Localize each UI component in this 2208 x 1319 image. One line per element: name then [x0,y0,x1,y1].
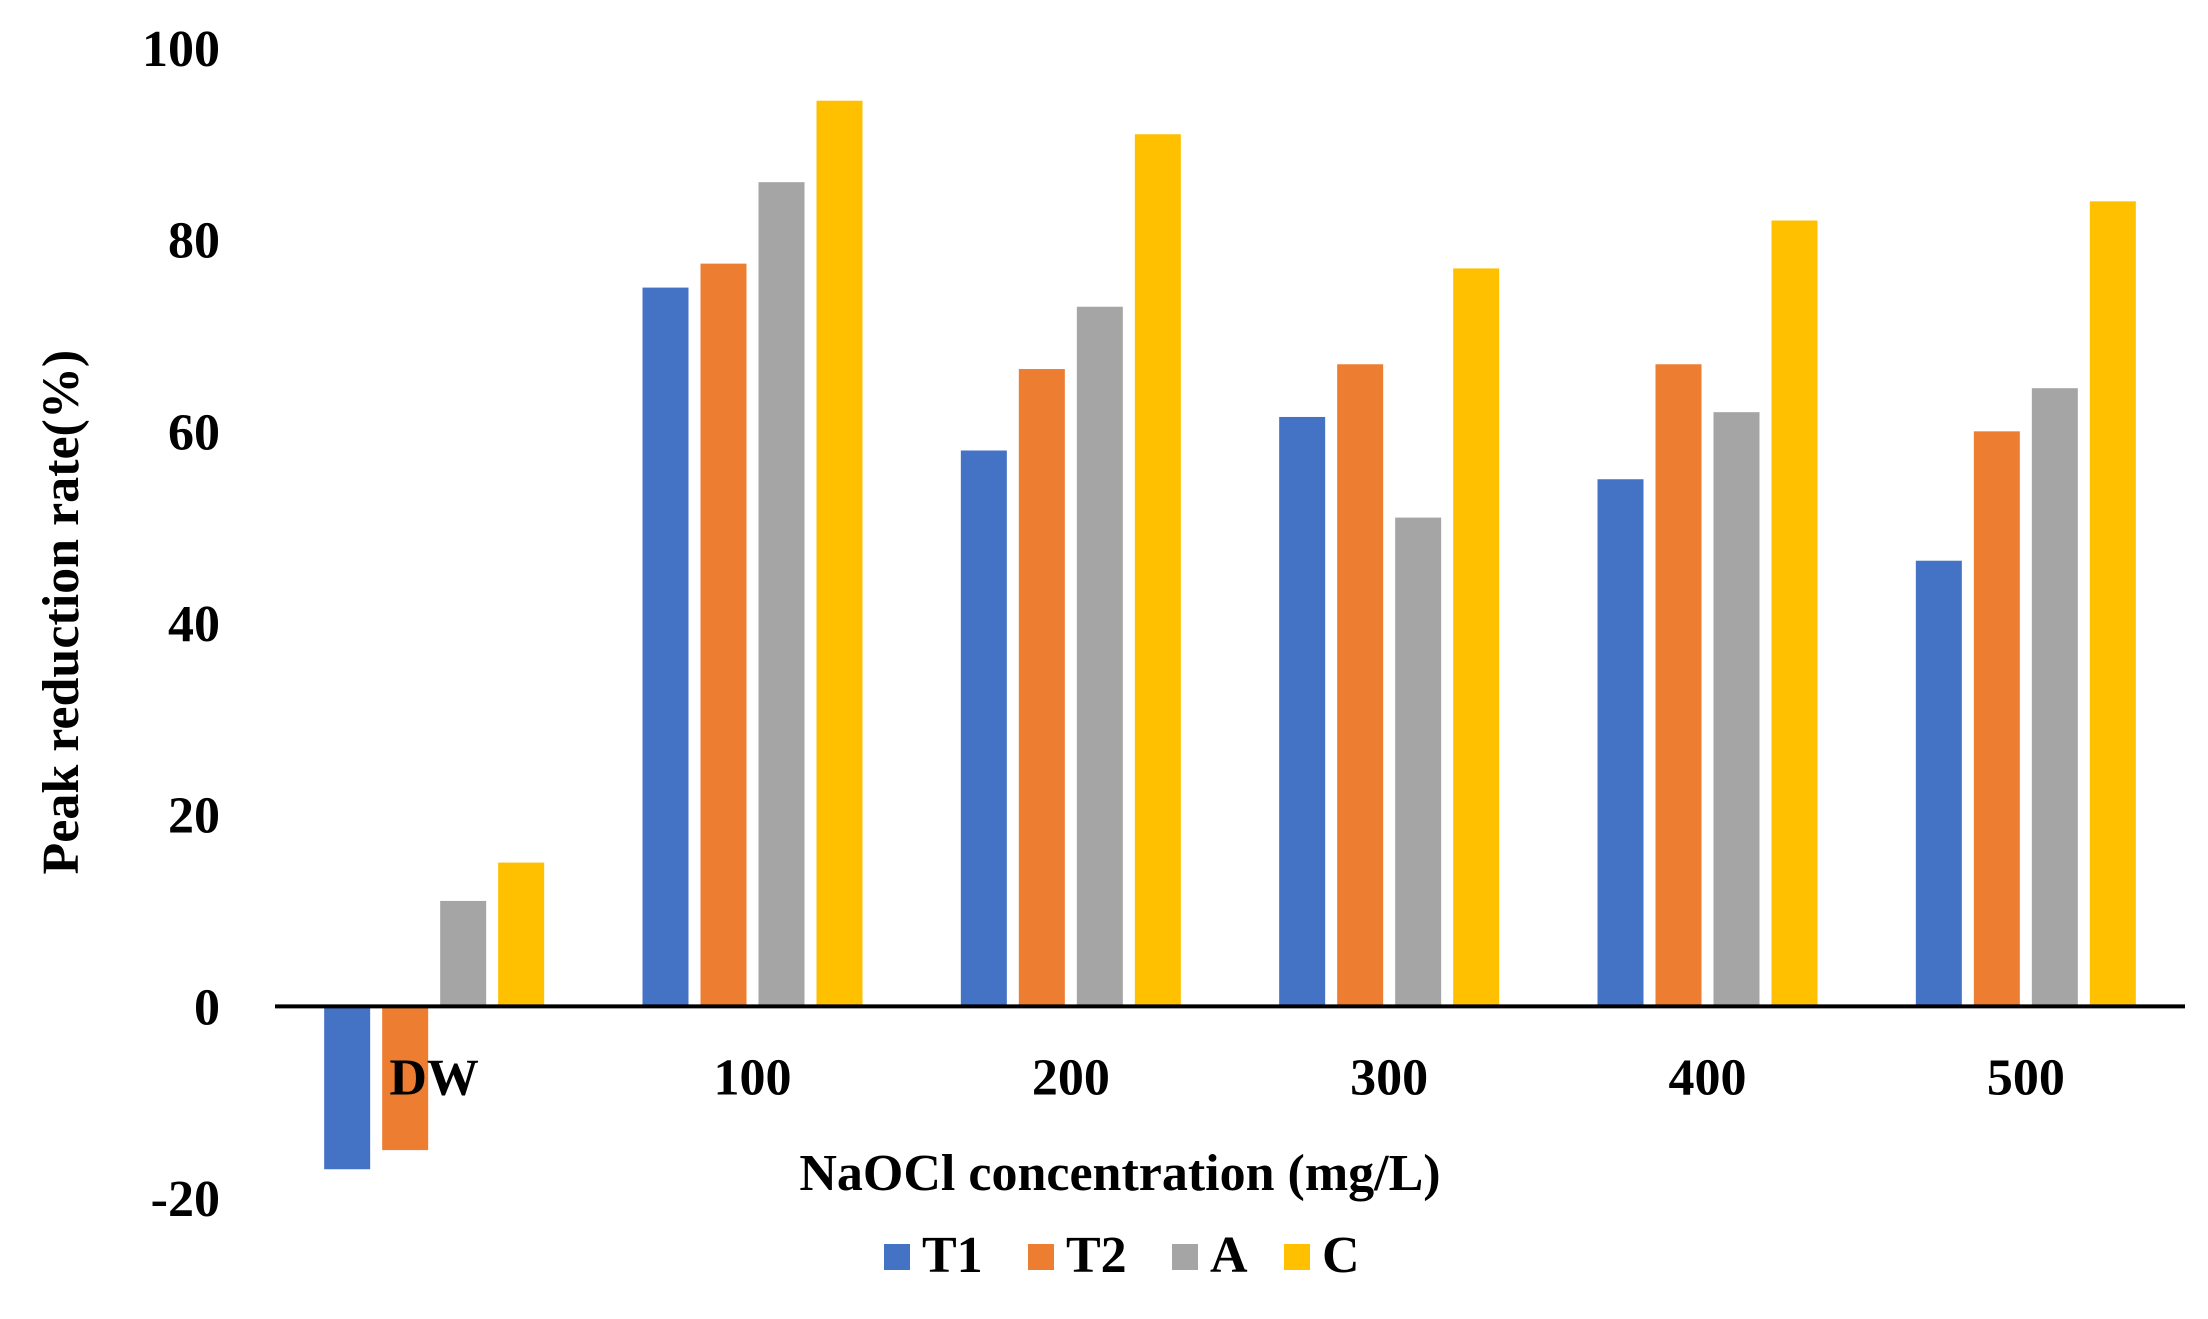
x-axis-ticks: DW 100 200 300 400 500 [389,1049,2064,1106]
legend-item-t1: T1 [884,1227,983,1284]
bar-c-dw [498,862,545,1007]
y-axis-title: Peak reduction rate(%) [33,350,90,875]
bar-t1-500 [1915,560,1962,1007]
bar-c-500 [2089,201,2136,1007]
bar-a-500 [2031,388,2078,1007]
y-tick-label: 0 [194,979,220,1036]
legend-label: A [1210,1227,1248,1284]
legend-swatch [1284,1244,1310,1270]
x-axis-title: NaOCl concentration (mg/L) [799,1145,1440,1202]
legend-swatch [1172,1244,1198,1270]
legend-swatch [1028,1244,1054,1270]
bar-t2-400 [1655,364,1702,1007]
x-tick-label: 500 [1987,1049,2065,1106]
bar-t1-200 [960,450,1007,1007]
bar-t2-100 [700,263,747,1007]
bar-a-400 [1713,412,1760,1007]
y-tick-label: 60 [168,404,220,461]
bars-group [324,100,2136,1170]
bar-a-dw [440,900,487,1007]
y-tick-label: 80 [168,213,220,270]
legend-item-c: C [1284,1227,1360,1284]
bar-c-400 [1771,220,1818,1007]
bar-a-200 [1076,306,1123,1007]
legend-swatch [884,1244,910,1270]
x-tick-label: 400 [1669,1049,1747,1106]
bar-t2-dw [382,1006,429,1151]
bar-c-100 [816,100,863,1007]
y-tick-label: 100 [142,21,220,78]
legend: T1 T2 A C [884,1227,1360,1284]
y-tick-label: 40 [168,596,220,653]
bar-t1-100 [642,287,689,1007]
bar-c-200 [1134,134,1181,1007]
legend-label: T2 [1066,1227,1127,1284]
bar-c-300 [1453,268,1500,1007]
y-tick-label: 20 [168,788,220,845]
x-tick-label: 200 [1032,1049,1110,1106]
legend-label: T1 [922,1227,983,1284]
bar-t2-200 [1018,369,1065,1007]
bar-a-100 [758,182,805,1007]
bar-t1-300 [1279,416,1326,1007]
bar-t2-300 [1337,364,1384,1007]
bar-a-300 [1395,517,1442,1007]
x-tick-label: 300 [1350,1049,1428,1106]
y-axis-ticks: -20 0 20 40 60 80 100 [142,21,220,1228]
legend-label: C [1322,1227,1360,1284]
x-tick-label: 100 [714,1049,792,1106]
y-tick-label: -20 [151,1171,220,1228]
bar-t1-400 [1597,479,1644,1007]
bar-t2-500 [1973,431,2020,1007]
bar-t1-dw [324,1006,371,1170]
x-tick-label: DW [389,1049,479,1106]
legend-item-t2: T2 [1028,1227,1127,1284]
legend-item-a: A [1172,1227,1248,1284]
